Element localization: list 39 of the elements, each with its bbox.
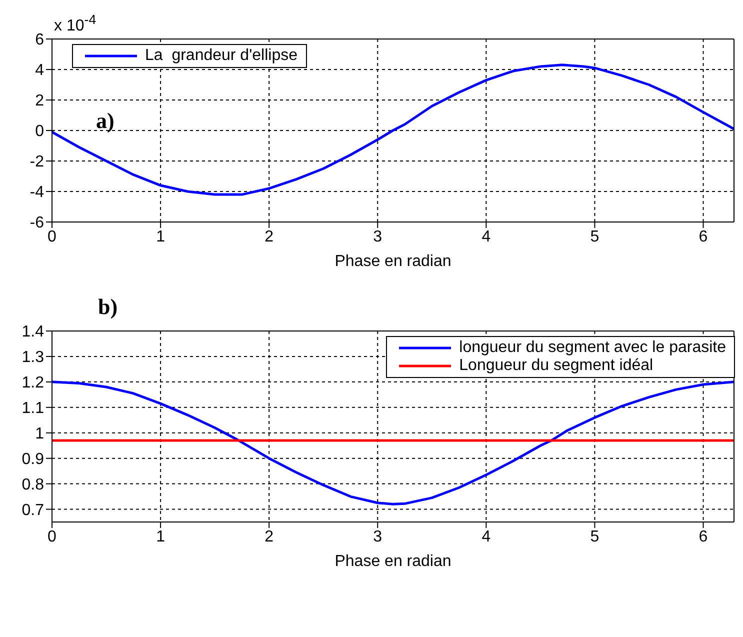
x-tick-label: 1 bbox=[156, 228, 166, 246]
y-tick-label: 0 bbox=[35, 123, 44, 140]
text: x 10$^{-4}$ bbox=[54, 12, 96, 36]
y-tick-label: 1.1 bbox=[22, 400, 44, 418]
y-tick-label: 2 bbox=[35, 92, 44, 110]
y-tick-label: 1.4 bbox=[22, 324, 44, 341]
x-tick-label: 3 bbox=[373, 228, 382, 246]
x-tick-label: 6 bbox=[698, 228, 708, 246]
y-tick-label: -4 bbox=[30, 184, 44, 202]
x-tick-label: 4 bbox=[482, 528, 491, 546]
x-tick-label: 6 bbox=[698, 528, 708, 546]
y-tick-label: 0.8 bbox=[22, 476, 44, 494]
legend-label: Longueur du segment idéal bbox=[459, 357, 654, 375]
y-tick-label: 6 bbox=[35, 32, 44, 49]
y-tick-label: 0.9 bbox=[22, 451, 44, 468]
legend-label: longueur du segment avec le parasite bbox=[459, 339, 726, 357]
y-tick-label: -2 bbox=[30, 154, 44, 171]
x-tick-label: 1 bbox=[156, 528, 166, 546]
x-tick-label: 4 bbox=[482, 228, 491, 246]
x-tick-label: 0 bbox=[48, 228, 57, 246]
x-tick-label: 5 bbox=[590, 528, 600, 546]
x-tick-label: 5 bbox=[590, 228, 600, 246]
x-tick-label: 2 bbox=[264, 528, 274, 546]
x-axis-title: Phase en radian bbox=[334, 553, 452, 570]
y-tick-label: 1 bbox=[35, 426, 44, 443]
x-tick-label: 0 bbox=[48, 528, 57, 546]
y-tick-label: 1.3 bbox=[22, 349, 44, 366]
y-tick-label: 1.2 bbox=[22, 374, 44, 392]
line-series bbox=[52, 380, 734, 506]
x-axis-title: Phase en radian bbox=[334, 253, 452, 270]
text: b) bbox=[98, 294, 118, 320]
line-series bbox=[52, 64, 734, 196]
annotation: a) bbox=[96, 108, 114, 134]
x-tick-label: 2 bbox=[264, 228, 274, 246]
y-tick-label: -6 bbox=[30, 214, 44, 232]
x-tick-label: 3 bbox=[373, 528, 382, 546]
legend-label: La grandeur d'ellipse bbox=[145, 47, 298, 65]
y-tick-label: 0.7 bbox=[22, 502, 44, 519]
y-tick-label: 4 bbox=[35, 62, 44, 80]
